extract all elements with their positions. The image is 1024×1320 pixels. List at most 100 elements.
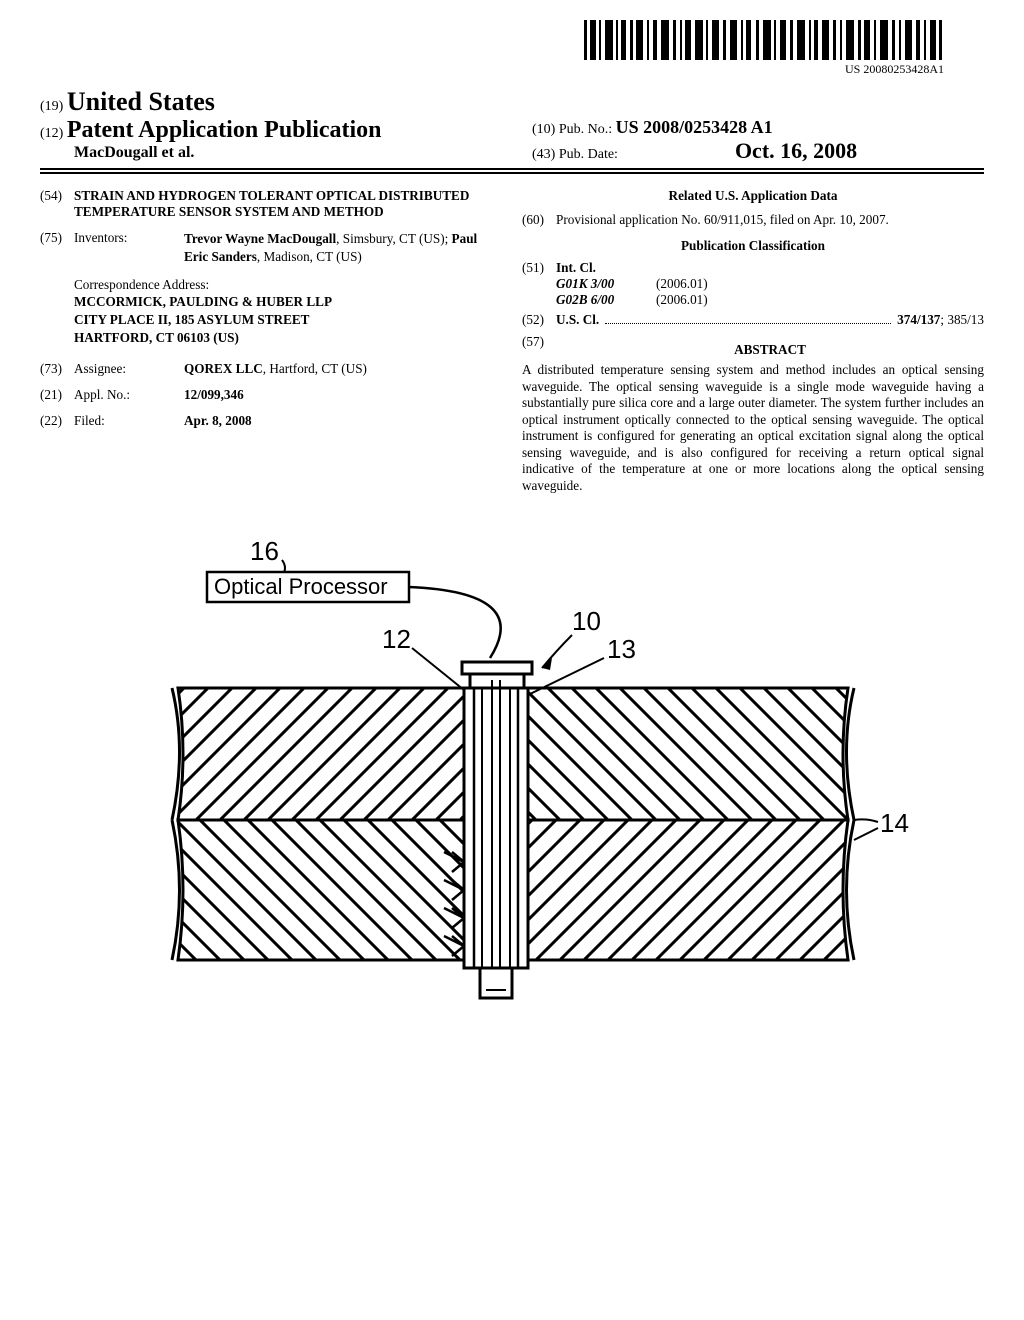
- abstract-body: A distributed temperature sensing system…: [522, 362, 984, 494]
- abstract-header: ABSTRACT: [556, 342, 984, 358]
- intcl-field: (51) Int. Cl. G01K 3/00 (2006.01) G02B 6…: [522, 260, 984, 308]
- fig-label-16: 16: [250, 536, 279, 566]
- fig-label-12: 12: [382, 624, 411, 654]
- pub-no-code: (10): [532, 122, 555, 137]
- right-column: Related U.S. Application Data (60) Provi…: [522, 188, 984, 494]
- inventor-1-loc: , Simsbury, CT (US);: [336, 231, 451, 246]
- intcl-line-1: G01K 3/00 (2006.01): [556, 276, 984, 292]
- barcode-graphic: [584, 20, 944, 60]
- intcl-2-version: (2006.01): [656, 292, 708, 308]
- assignee-name: QOREX LLC: [184, 361, 263, 376]
- figure-svg: 16 Optical Processor 12 10 13 14: [102, 530, 922, 1020]
- correspondence-line-1: MCCORMICK, PAULDING & HUBER LLP: [74, 293, 502, 311]
- applno-label: Appl. No.:: [74, 387, 184, 403]
- inventor-1-name: Trevor Wayne MacDougall: [184, 231, 336, 246]
- fig-layer-top-left: [178, 688, 464, 820]
- fig-leader-12: [412, 648, 464, 690]
- provisional-text: Provisional application No. 60/911,015, …: [556, 212, 889, 228]
- pub-date-label: Pub. Date:: [559, 147, 618, 162]
- pubclass-header: Publication Classification: [522, 238, 984, 254]
- title-code: (54): [40, 188, 74, 220]
- fig-leader-10: [542, 635, 572, 668]
- provisional-field: (60) Provisional application No. 60/911,…: [522, 212, 984, 228]
- pub-date-code: (43): [532, 147, 555, 162]
- country-code: (19): [40, 99, 63, 114]
- inventors-names: Trevor Wayne MacDougall, Simsbury, CT (U…: [184, 230, 502, 266]
- filed-field: (22) Filed: Apr. 8, 2008: [40, 413, 502, 429]
- abstract-header-row: (57) ABSTRACT: [522, 334, 984, 362]
- country-line: (19) United States: [40, 87, 512, 117]
- applno-value: 12/099,346: [184, 387, 244, 403]
- barcode-block: US 20080253428A1: [40, 20, 944, 77]
- fig-label-10: 10: [572, 606, 601, 636]
- intcl-2-symbol: G02B 6/00: [556, 292, 656, 308]
- pub-no-label: Pub. No.:: [559, 122, 612, 137]
- fig-bottom-plug: [480, 968, 512, 998]
- uscl-leader-dots: [605, 312, 891, 324]
- pub-date: Oct. 16, 2008: [735, 138, 857, 163]
- fig-label-14: 14: [880, 808, 909, 838]
- fig-break-top-left: [172, 688, 180, 820]
- left-column: (54) STRAIN AND HYDROGEN TOLERANT OPTICA…: [40, 188, 502, 494]
- inventors-field: (75) Inventors: Trevor Wayne MacDougall,…: [40, 230, 502, 266]
- uscl-label: U.S. Cl.: [556, 312, 599, 328]
- correspondence-line-2: CITY PLACE II, 185 ASYLUM STREET: [74, 311, 502, 329]
- title-field: (54) STRAIN AND HYDROGEN TOLERANT OPTICA…: [40, 188, 502, 220]
- intcl-code: (51): [522, 260, 556, 308]
- invention-title: STRAIN AND HYDROGEN TOLERANT OPTICAL DIS…: [74, 188, 502, 220]
- pub-date-line: (43) Pub. Date: Oct. 16, 2008: [522, 138, 984, 164]
- fig-wellhead-cap-top: [462, 662, 532, 674]
- correspondence-label: Correspondence Address:: [74, 276, 502, 294]
- fig-leader-14: [854, 819, 878, 822]
- filed-code: (22): [40, 413, 74, 429]
- applno-code: (21): [40, 387, 74, 403]
- assignee-value: QOREX LLC, Hartford, CT (US): [184, 361, 367, 377]
- inventor-2-loc: , Madison, CT (US): [257, 249, 362, 264]
- related-header: Related U.S. Application Data: [522, 188, 984, 204]
- correspondence-line-3: HARTFORD, CT 06103 (US): [74, 329, 502, 347]
- intcl-1-symbol: G01K 3/00: [556, 276, 656, 292]
- fig-processor-label: Optical Processor: [214, 574, 388, 599]
- uscl-code: (52): [522, 312, 556, 328]
- applno-field: (21) Appl. No.: 12/099,346: [40, 387, 502, 403]
- inventors-label: Inventors:: [74, 230, 184, 266]
- authors-short: MacDougall et al.: [40, 144, 512, 162]
- pub-type-code: (12): [40, 126, 63, 141]
- filed-label: Filed:: [74, 413, 184, 429]
- uscl-secondary: 385/13: [947, 312, 984, 327]
- correspondence-block: Correspondence Address: MCCORMICK, PAULD…: [74, 276, 502, 347]
- pub-type-line: (12) Patent Application Publication: [40, 117, 512, 144]
- fig-label-13: 13: [607, 634, 636, 664]
- fig-layer-top-right: [528, 688, 848, 820]
- intcl-line-2: G02B 6/00 (2006.01): [556, 292, 984, 308]
- intcl-label: Int. Cl.: [556, 260, 984, 276]
- uscl-field: (52) U.S. Cl. 374/137; 385/13: [522, 312, 984, 328]
- pub-no-line: (10) Pub. No.: US 2008/0253428 A1: [522, 117, 984, 138]
- intcl-1-version: (2006.01): [656, 276, 708, 292]
- pub-no: US 2008/0253428 A1: [616, 117, 773, 137]
- assignee-label: Assignee:: [74, 361, 184, 377]
- fig-wellhead-cap-mid: [470, 674, 524, 688]
- header: (19) United States (12) Patent Applicati…: [40, 87, 984, 170]
- figure-block: 16 Optical Processor 12 10 13 14: [40, 530, 984, 1020]
- pub-type: Patent Application Publication: [67, 117, 382, 143]
- fig-break-bottom-left: [172, 820, 180, 960]
- fig-layer-bottom-right: [528, 820, 848, 960]
- provisional-code: (60): [522, 212, 556, 228]
- fig-leader-14b: [854, 828, 878, 840]
- inventors-code: (75): [40, 230, 74, 266]
- uscl-values: 374/137; 385/13: [897, 312, 984, 328]
- fig-layer-bottom-left: [178, 820, 464, 960]
- assignee-field: (73) Assignee: QOREX LLC, Hartford, CT (…: [40, 361, 502, 377]
- fig-leader-cable: [409, 587, 501, 658]
- assignee-loc: , Hartford, CT (US): [263, 361, 367, 376]
- fig-break-top-right: [847, 688, 855, 820]
- biblio-columns: (54) STRAIN AND HYDROGEN TOLERANT OPTICA…: [40, 188, 984, 494]
- country-name: United States: [67, 87, 215, 116]
- fig-arrowhead-10: [542, 658, 552, 670]
- uscl-primary: 374/137: [897, 312, 940, 327]
- barcode-label: US 20080253428A1: [845, 62, 944, 77]
- fig-break-bottom-right: [847, 820, 855, 960]
- abstract-code: (57): [522, 334, 556, 362]
- filed-value: Apr. 8, 2008: [184, 413, 252, 429]
